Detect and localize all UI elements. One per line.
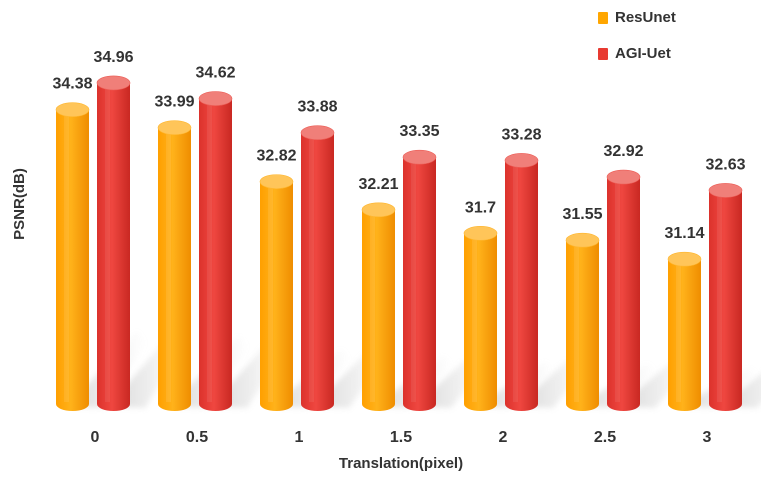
value-label-agi-uet-0: 34.96 (93, 49, 133, 66)
bar-cap-resunet-1-5 (361, 202, 396, 218)
bar-body-agi-uet-0-5 (199, 98, 232, 411)
legend-label-agi-uet: AGI-Uet (615, 45, 671, 62)
bar-body-resunet-2 (464, 233, 497, 411)
value-label-agi-uet-3: 32.63 (705, 156, 745, 173)
x-tick-label-2: 2 (499, 429, 508, 446)
value-label-agi-uet-1-5: 33.35 (399, 123, 439, 140)
bar-highlight-resunet-2 (472, 235, 477, 402)
bar-body-resunet-0 (56, 109, 89, 411)
bar-cap-resunet-2 (463, 226, 498, 241)
bar-cap-resunet-1 (259, 174, 294, 189)
bars (55, 75, 743, 412)
bar-cap-agi-uet-3 (708, 183, 743, 198)
bar-cap-agi-uet-0-5 (198, 91, 233, 106)
bar-highlight-agi-uet-1 (309, 134, 314, 402)
bar-highlight-resunet-1-5 (370, 211, 375, 402)
x-tick-label-3: 3 (703, 429, 712, 446)
bar-highlight-agi-uet-2 (513, 162, 518, 402)
value-label-resunet-1: 32.82 (256, 148, 296, 165)
bar-body-agi-uet-1-5 (403, 157, 436, 411)
bar-body-resunet-3 (668, 259, 701, 411)
bar-highlight-resunet-0 (64, 111, 69, 402)
bar-highlight-agi-uet-0 (105, 84, 110, 403)
value-label-agi-uet-0-5: 34.62 (195, 65, 235, 82)
x-axis-tick-labels: 0 0.5 1 1.5 2 2.5 3 (91, 429, 712, 446)
legend: ResUnet AGI-Uet (598, 8, 748, 80)
legend-swatch-resunet (598, 12, 608, 24)
bar-body-resunet-2-5 (566, 240, 599, 411)
bar-highlight-resunet-3 (676, 261, 681, 402)
bar-body-resunet-1 (260, 181, 293, 411)
bar-cap-agi-uet-2-5 (606, 169, 641, 185)
value-label-agi-uet-1: 33.88 (297, 99, 337, 116)
value-label-resunet-1-5: 32.21 (358, 176, 398, 193)
x-tick-label-1-5: 1.5 (390, 429, 412, 446)
bar-highlight-resunet-0-5 (166, 129, 171, 403)
bar-highlight-agi-uet-3 (717, 192, 722, 402)
bar-highlight-resunet-1 (268, 183, 273, 402)
bar-cap-resunet-0 (55, 102, 90, 117)
bar-body-resunet-0-5 (158, 127, 191, 412)
bar-body-agi-uet-3 (709, 190, 742, 411)
bar-body-agi-uet-2 (505, 160, 538, 411)
bar-cap-agi-uet-1 (300, 125, 335, 141)
bar-highlight-agi-uet-0-5 (207, 100, 212, 402)
value-label-resunet-3: 31.14 (664, 225, 704, 242)
value-label-agi-uet-2-5: 32.92 (603, 143, 643, 160)
x-tick-label-2-5: 2.5 (594, 429, 616, 446)
bar-body-agi-uet-2-5 (607, 177, 640, 411)
legend-label-resunet: ResUnet (615, 9, 676, 26)
x-tick-label-1: 1 (295, 429, 304, 446)
bar-highlight-agi-uet-1-5 (411, 159, 416, 402)
y-axis-title: PSNR(dB) (11, 168, 28, 240)
bar-body-agi-uet-0 (97, 82, 130, 412)
bar-cap-agi-uet-2 (504, 153, 539, 168)
bar-cap-resunet-3 (667, 251, 702, 267)
value-label-resunet-2: 31.7 (465, 199, 496, 216)
bar-cap-agi-uet-1-5 (402, 149, 437, 165)
legend-item-agi-uet: AGI-Uet (598, 44, 748, 64)
value-label-agi-uet-2: 33.28 (501, 126, 541, 143)
legend-item-resunet: ResUnet (598, 8, 748, 28)
bar-cap-agi-uet-0 (96, 75, 131, 91)
value-label-resunet-0: 34.38 (52, 76, 92, 93)
bar-cap-resunet-0-5 (157, 120, 192, 135)
x-tick-label-0-5: 0.5 (186, 429, 208, 446)
value-label-resunet-0-5: 33.99 (154, 94, 194, 111)
bar-highlight-resunet-2-5 (574, 242, 579, 402)
bar-cap-resunet-2-5 (565, 232, 600, 248)
value-label-resunet-2-5: 31.55 (562, 206, 602, 223)
bar-highlight-agi-uet-2-5 (615, 179, 620, 402)
legend-swatch-agi-uet (598, 48, 608, 60)
x-tick-label-0: 0 (91, 429, 100, 446)
bar-body-agi-uet-1 (301, 132, 334, 411)
x-axis-title: Translation(pixel) (339, 455, 463, 472)
bar-body-resunet-1-5 (362, 209, 395, 411)
